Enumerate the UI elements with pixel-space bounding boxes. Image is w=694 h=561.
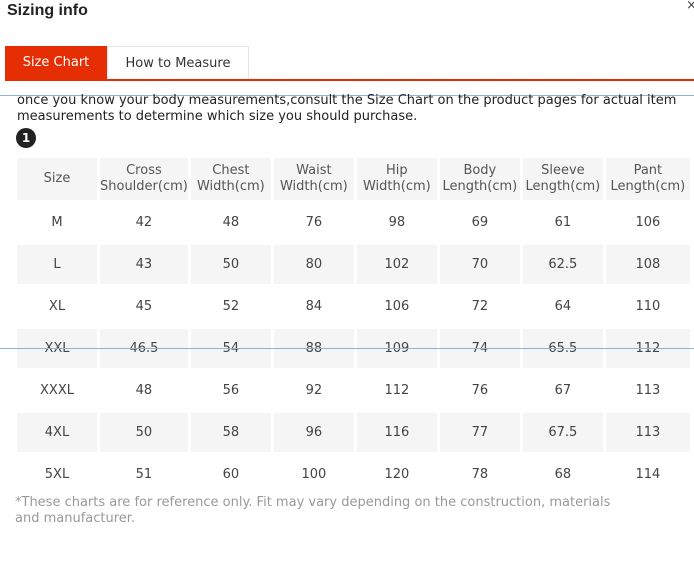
intro-text: once you know your body measurements,con…	[17, 93, 677, 124]
measurement-cell: 42	[135, 215, 153, 230]
column-header-text: Hip	[386, 163, 408, 178]
measurement-cell: 113	[605, 413, 690, 452]
measurement-cell: 100	[301, 467, 327, 482]
measurement-cell: 84	[305, 299, 323, 314]
measurement-cell: 78	[471, 467, 489, 482]
tab-size-chart[interactable]: Size Chart	[5, 46, 107, 79]
guide-line	[0, 348, 694, 349]
measurement-cell: 50	[190, 245, 271, 284]
measurement-cell: 113	[635, 383, 661, 398]
measurement-cell: 58	[190, 413, 271, 452]
measurement-cell: 48	[135, 383, 153, 398]
column-header-text: Size	[43, 171, 71, 186]
table-row: XXXL 48 56 92 112 76 67 113	[17, 371, 690, 410]
size-cell: XXXL	[40, 383, 74, 398]
size-cell: L	[17, 245, 97, 284]
measurement-cell: 77	[439, 413, 520, 452]
column-header-text: Body	[463, 163, 497, 178]
table-row: L 43 50 80 102 70 62.5 108	[17, 245, 690, 284]
measurement-cell: 98	[388, 215, 406, 230]
tab-how-to-measure[interactable]: How to Measure	[107, 46, 249, 79]
measurement-cell: 52	[222, 299, 240, 314]
measurement-cell: 76	[471, 383, 489, 398]
column-header-text: Length(cm)	[442, 179, 518, 194]
size-chart-table: Size Cross Shoulder(cm) Chest Width(cm) Waist…	[14, 155, 693, 497]
measurement-cell: 114	[635, 467, 661, 482]
column-header-text: Pant	[633, 163, 663, 178]
column-header-text: Length(cm)	[610, 179, 686, 194]
measurement-cell: 64	[554, 299, 572, 314]
table-row: XL 45 52 84 106 72 64 110	[17, 287, 690, 326]
measurement-cell: 76	[305, 215, 323, 230]
column-header: Hip Width(cm)	[356, 158, 437, 200]
measurement-cell: 116	[356, 413, 437, 452]
size-cell: M	[51, 215, 63, 230]
column-header: Pant Length(cm)	[605, 158, 690, 200]
step-badge: 1	[16, 128, 36, 148]
close-icon[interactable]: ×	[686, 0, 694, 13]
column-header-text: Sleeve	[541, 163, 585, 178]
table-body: M 42 48 76 98 69 61 106 L 43 50 80 102 70 62.5 108 XL 45 5…	[17, 203, 690, 494]
measurement-cell: 112	[384, 383, 410, 398]
measurement-cell: 61	[554, 215, 572, 230]
column-header-text: Width(cm)	[279, 179, 348, 194]
column-header-text: Waist	[296, 163, 332, 178]
footnote: *These charts are for reference only. Fi…	[15, 495, 611, 526]
measurement-cell: 106	[384, 299, 410, 314]
measurement-cell: 67	[554, 383, 572, 398]
measurement-cell: 51	[135, 467, 153, 482]
size-cell: 5XL	[44, 467, 70, 482]
table-row: 5XL 51 60 100 120 78 68 114	[17, 455, 690, 494]
table-row: M 42 48 76 98 69 61 106	[17, 203, 690, 242]
column-header-text: Cross	[126, 163, 162, 178]
tab-bar: Size Chart How to Measure	[5, 46, 694, 81]
measurement-cell: 43	[100, 245, 188, 284]
column-header: Body Length(cm)	[439, 158, 520, 200]
column-header-text: Length(cm)	[525, 179, 601, 194]
measurement-cell: 50	[100, 413, 188, 452]
column-header-text: Chest	[212, 163, 250, 178]
column-header: Size	[17, 158, 97, 200]
size-cell: XL	[48, 299, 66, 314]
dialog-title: Sizing info	[7, 2, 88, 19]
measurement-cell: 45	[135, 299, 153, 314]
measurement-cell: 92	[305, 383, 323, 398]
measurement-cell: 48	[222, 215, 240, 230]
column-header: Waist Width(cm)	[273, 158, 354, 200]
measurement-cell: 108	[605, 245, 690, 284]
measurement-cell: 72	[471, 299, 489, 314]
size-cell: 4XL	[17, 413, 97, 452]
measurement-cell: 102	[356, 245, 437, 284]
measurement-cell: 96	[273, 413, 354, 452]
measurement-cell: 56	[222, 383, 240, 398]
table-row: 4XL 50 58 96 116 77 67.5 113	[17, 413, 690, 452]
measurement-cell: 120	[384, 467, 410, 482]
measurement-cell: 69	[471, 215, 489, 230]
measurement-cell: 68	[554, 467, 572, 482]
measurement-cell: 110	[635, 299, 661, 314]
tab-underline	[5, 79, 694, 81]
column-header-text: Width(cm)	[196, 179, 265, 194]
column-header-text: Shoulder(cm)	[100, 179, 188, 194]
table-header-row: Size Cross Shoulder(cm) Chest Width(cm) Waist…	[17, 158, 690, 200]
column-header: Chest Width(cm)	[190, 158, 271, 200]
measurement-cell: 60	[222, 467, 240, 482]
measurement-cell: 62.5	[522, 245, 603, 284]
measurement-cell: 70	[439, 245, 520, 284]
column-header-text: Width(cm)	[362, 179, 431, 194]
column-header: Sleeve Length(cm)	[522, 158, 603, 200]
guide-line	[0, 95, 694, 96]
measurement-cell: 106	[635, 215, 661, 230]
measurement-cell: 80	[273, 245, 354, 284]
measurement-cell: 67.5	[522, 413, 603, 452]
column-header: Cross Shoulder(cm)	[100, 158, 188, 200]
